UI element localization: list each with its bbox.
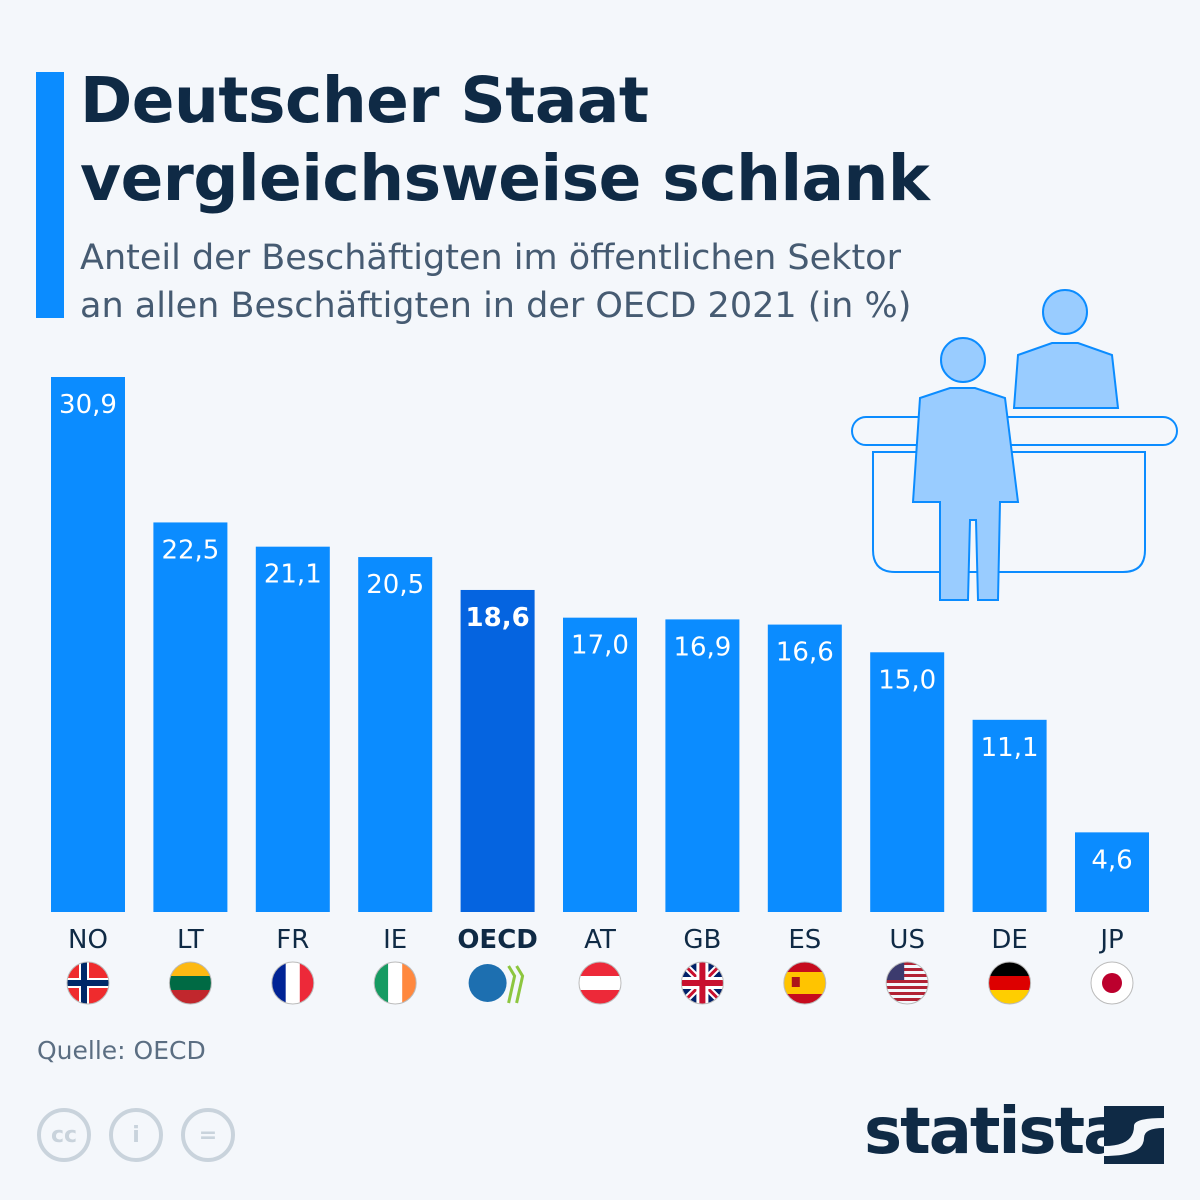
subtitle-line-2: an allen Beschäftigten in der OECD 2021 … — [80, 286, 912, 326]
flag-austria-icon — [578, 961, 622, 1005]
statista-logo[interactable]: statista — [864, 1095, 1126, 1169]
flag-lithuania-icon — [168, 961, 212, 1005]
value-label: 16,6 — [776, 638, 834, 668]
bar-group-gb: 16,9 GB — [665, 619, 740, 1005]
flag-norway-icon — [66, 961, 110, 1005]
flag-spain-icon — [783, 961, 827, 1005]
bar-jp[interactable] — [1075, 832, 1149, 912]
category-label: DE — [991, 925, 1027, 955]
category-label: ES — [788, 925, 821, 955]
flag-france-icon — [271, 961, 315, 1005]
bar-group-de: 11,1 DE — [972, 719, 1047, 1005]
value-label: 17,0 — [571, 631, 629, 661]
flag-usa-icon — [885, 961, 929, 1005]
title-line-2: vergleichsweise schlank — [80, 142, 930, 215]
flag-germany-icon — [988, 961, 1032, 1005]
value-label: 21,1 — [264, 560, 322, 590]
bar-chart: 30,9 NO 22,5 LT 21,1 FR 20,5 IE 18,6 OECD 17,0 AT 16… — [51, 377, 1149, 1005]
bar-group-lt: 22,5 LT — [153, 522, 228, 1005]
bar-lt[interactable] — [153, 522, 228, 912]
flag-uk-icon — [680, 961, 724, 1005]
bar-no[interactable] — [51, 377, 125, 912]
bar-gb[interactable] — [665, 619, 740, 912]
value-label: 30,9 — [59, 390, 117, 420]
bar-fr[interactable] — [255, 546, 330, 912]
category-label: LT — [177, 925, 204, 955]
bar-group-at: 17,0 AT — [563, 617, 637, 1005]
accent-bar — [36, 72, 64, 318]
category-label: AT — [584, 925, 616, 955]
category-label: JP — [1098, 925, 1123, 955]
value-label: 4,6 — [1091, 845, 1132, 875]
subtitle-line-1: Anteil der Beschäftigten im öffentlichen… — [80, 238, 901, 278]
statista-logo-mark — [1104, 1106, 1164, 1164]
bar-ie[interactable] — [358, 557, 433, 912]
bar-oecd[interactable] — [460, 589, 535, 912]
bar-us[interactable] — [870, 652, 945, 912]
bar-at[interactable] — [563, 617, 637, 912]
source-note: Quelle: OECD — [37, 1036, 206, 1065]
title-line-1: Deutscher Staat — [80, 64, 649, 137]
bar-group-jp: 4,6 JP — [1075, 832, 1149, 1005]
value-label: 18,6 — [466, 603, 530, 633]
cc-license-icon[interactable]: cc — [37, 1108, 91, 1162]
oecd-logo-icon — [468, 964, 525, 1004]
category-label: NO — [68, 925, 108, 955]
bar-es[interactable] — [767, 624, 842, 912]
value-label: 16,9 — [673, 632, 731, 662]
value-label: 11,1 — [981, 733, 1039, 763]
category-label: US — [889, 925, 925, 955]
service-desk-illustration — [851, 289, 1178, 601]
chart-title: Deutscher Staat vergleichsweise schlank — [80, 62, 930, 218]
flag-japan-icon — [1090, 961, 1134, 1005]
value-label: 22,5 — [161, 535, 219, 565]
value-label: 15,0 — [878, 665, 936, 695]
flag-ireland-icon — [373, 961, 417, 1005]
category-label: OECD — [457, 925, 538, 955]
value-label: 20,5 — [366, 570, 424, 600]
bar-de[interactable] — [972, 719, 1047, 912]
bar-group-us: 15,0 US — [870, 652, 945, 1005]
bar-group-fr: 21,1 FR — [255, 546, 330, 1005]
attribution-icon[interactable]: i — [109, 1108, 163, 1162]
bar-group-no: 30,9 NO — [51, 377, 125, 1005]
chart-subtitle: Anteil der Beschäftigten im öffentlichen… — [80, 234, 911, 330]
category-label: GB — [683, 925, 721, 955]
category-label: IE — [383, 925, 407, 955]
bar-group-oecd: 18,6 OECD — [457, 589, 538, 1004]
no-derivatives-icon[interactable]: = — [181, 1108, 235, 1162]
bar-group-ie: 20,5 IE — [358, 557, 433, 1005]
bar-group-es: 16,6 ES — [767, 624, 842, 1005]
category-label: FR — [276, 925, 309, 955]
